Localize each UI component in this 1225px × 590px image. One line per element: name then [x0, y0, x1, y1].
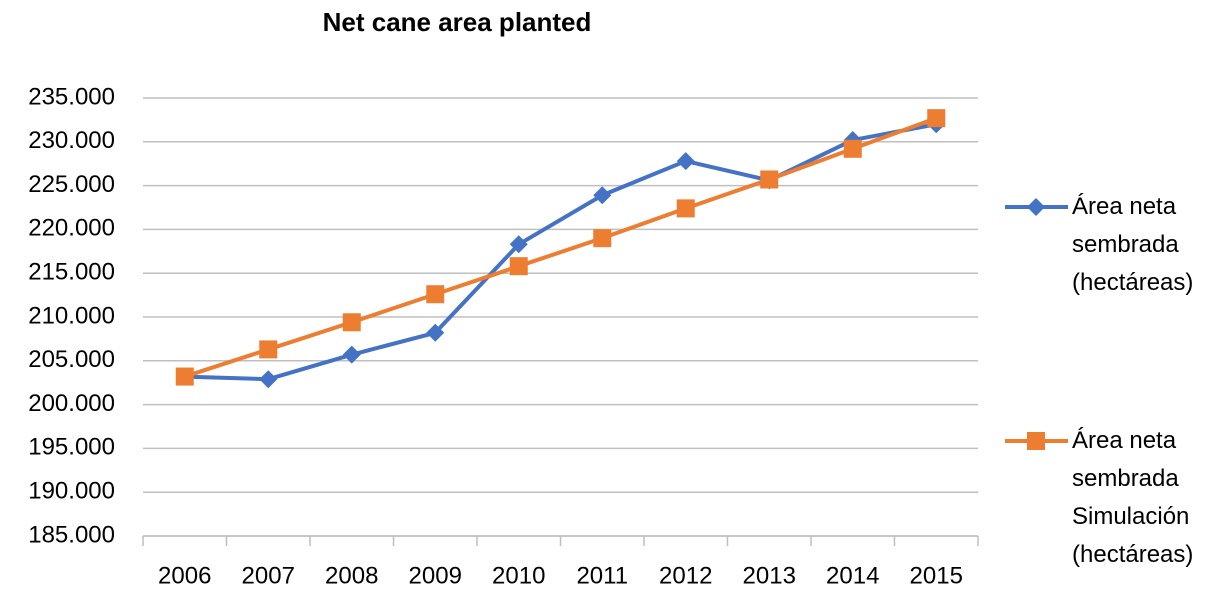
- x-tick-label: 2006: [158, 562, 211, 589]
- y-tick-label: 235.000: [28, 83, 115, 110]
- x-tick-label: 2010: [492, 562, 545, 589]
- legend-marker: [1027, 198, 1045, 216]
- data-point: [426, 323, 445, 342]
- data-point: [175, 367, 194, 386]
- data-point: [760, 170, 779, 189]
- data-point: [342, 313, 361, 332]
- y-tick-label: 230.000: [28, 127, 115, 154]
- x-tick-label: 2014: [826, 562, 879, 589]
- data-point: [426, 285, 445, 304]
- legend-label: Área neta sembrada (hectáreas): [1072, 193, 1194, 296]
- x-tick-label: 2011: [576, 562, 628, 589]
- series-line: [184, 116, 937, 379]
- data-point: [342, 345, 361, 364]
- x-tick-label: 2015: [910, 562, 963, 589]
- x-tick-label: 2012: [659, 562, 712, 589]
- legend-label: Área neta sembrada Simulación (hectáreas…: [1072, 427, 1194, 568]
- y-tick-label: 200.000: [28, 390, 115, 417]
- chart-title: Net cane area planted: [323, 7, 592, 37]
- data-point: [259, 370, 278, 389]
- y-tick-label: 205.000: [28, 346, 115, 373]
- x-tick-label: 2007: [242, 562, 295, 589]
- x-tick-label: 2013: [743, 562, 796, 589]
- x-tick-label: 2009: [409, 562, 462, 589]
- y-tick-label: 190.000: [28, 478, 115, 505]
- data-point: [676, 152, 695, 171]
- y-tick-label: 215.000: [28, 259, 115, 286]
- data-point: [509, 235, 528, 254]
- y-tick-label: 195.000: [28, 434, 115, 461]
- series-line: [184, 122, 937, 382]
- y-tick-label: 210.000: [28, 302, 115, 329]
- legend-marker: [1027, 432, 1045, 450]
- data-point: [509, 257, 528, 276]
- data-point: [259, 340, 278, 359]
- data-point: [593, 229, 612, 248]
- y-tick-label: 220.000: [28, 215, 115, 242]
- data-point: [593, 186, 612, 205]
- data-point: [676, 199, 695, 218]
- y-tick-label: 185.000: [28, 521, 115, 548]
- data-point: [927, 109, 946, 128]
- y-tick-label: 225.000: [28, 171, 115, 198]
- data-point: [843, 139, 862, 158]
- x-tick-label: 2008: [325, 562, 378, 589]
